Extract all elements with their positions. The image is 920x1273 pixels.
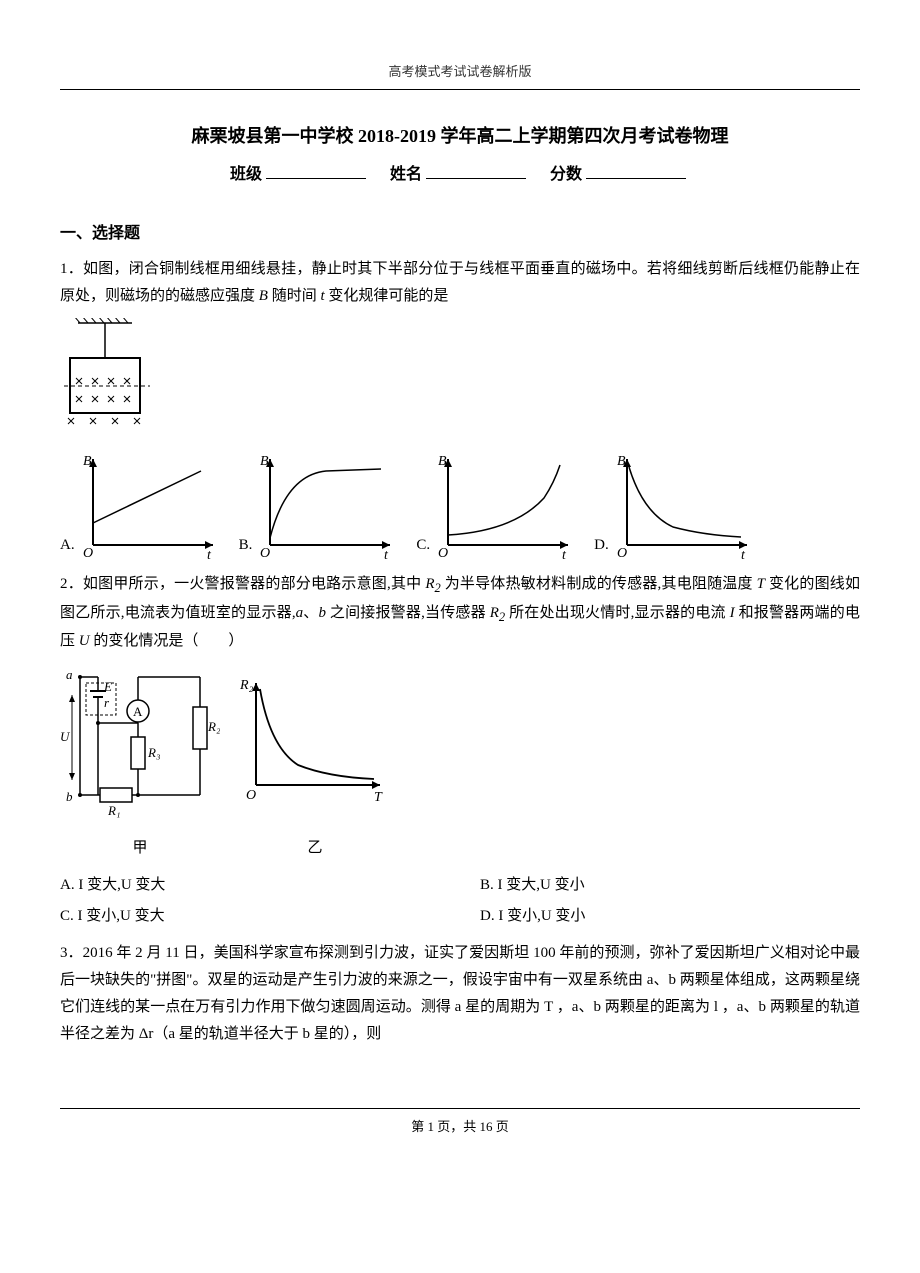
name-blank[interactable] <box>426 162 526 179</box>
q1-text-b: 随时间 <box>268 288 321 304</box>
symbol-R2b: R2 <box>490 605 505 621</box>
q2-text-d: 、 <box>303 605 318 621</box>
svg-text:r: r <box>104 695 110 710</box>
symbol-b: b <box>318 605 326 621</box>
q2-number: 2． <box>60 576 83 592</box>
q1-optD-label: D. <box>594 532 609 563</box>
q3-text: 2016 年 2 月 11 日，美国科学家宣布探测到引力波，证实了爱因斯坦 10… <box>60 945 860 1042</box>
q2-option-D[interactable]: D. I 变小,U 变小 <box>480 903 860 930</box>
svg-text:E: E <box>103 679 112 694</box>
svg-text:t: t <box>741 548 746 563</box>
name-label: 姓名 <box>390 166 422 183</box>
q2-option-C[interactable]: C. I 变小,U 变大 <box>60 903 440 930</box>
q1-optB-label: B. <box>239 532 253 563</box>
svg-text:O: O <box>438 546 448 561</box>
q2-text-b: 为半导体热敏材料制成的传感器,其电阻随温度 <box>441 576 757 592</box>
svg-text:R₁: R₁ <box>107 803 120 818</box>
svg-text:R₂: R₂ <box>240 678 254 693</box>
class-label: 班级 <box>230 166 262 183</box>
q2-circuit-jia: a b U E r A <box>60 665 220 862</box>
q1-graph-D: B t O <box>613 453 753 563</box>
svg-text:O: O <box>246 788 256 803</box>
score-label: 分数 <box>550 166 582 183</box>
svg-text:B: B <box>438 454 447 469</box>
q2-text-a: 如图甲所示，一火警报警器的部分电路示意图,其中 <box>83 576 425 592</box>
q1-option-A[interactable]: A. B t O <box>60 453 219 563</box>
score-blank[interactable] <box>586 162 686 179</box>
q2-text-h: 的变化情况是（ ） <box>90 633 244 649</box>
exam-title: 麻栗坡县第一中学校 2018-2019 学年高二上学期第四次月考试卷物理 <box>60 120 860 152</box>
q1-frame-diagram <box>60 318 860 443</box>
svg-text:t: t <box>562 548 567 563</box>
class-blank[interactable] <box>266 162 366 179</box>
q1-option-B[interactable]: B. B t O <box>239 453 397 563</box>
svg-text:T: T <box>374 790 383 805</box>
q3-number: 3． <box>60 945 83 961</box>
student-info-line: 班级 姓名 分数 <box>60 161 860 190</box>
q2-text-f: 所在处出现火情时,显示器的电流 <box>505 605 730 621</box>
svg-text:a: a <box>66 667 73 682</box>
svg-text:t: t <box>207 548 212 563</box>
section-1-heading: 一、选择题 <box>60 220 860 249</box>
running-header: 高考模式考试试卷解析版 <box>60 60 860 90</box>
q1-option-D[interactable]: D. B t O <box>594 453 753 563</box>
symbol-U: U <box>79 633 90 649</box>
page-footer: 第 1 页，共 16 页 <box>60 1108 860 1138</box>
q2-text-e: 之间接报警器,当传感器 <box>326 605 490 621</box>
svg-text:R₃: R₃ <box>147 745 160 760</box>
question-2: 2．如图甲所示，一火警报警器的部分电路示意图,其中 R2 为半导体热敏材料制成的… <box>60 571 860 655</box>
svg-text:t: t <box>384 548 389 563</box>
fig-jia-label: 甲 <box>60 835 220 862</box>
symbol-a: a <box>296 605 304 621</box>
svg-text:O: O <box>83 546 93 561</box>
q2-option-A[interactable]: A. I 变大,U 变大 <box>60 872 440 899</box>
symbol-T: T <box>757 576 765 592</box>
svg-text:R₂: R₂ <box>207 719 220 734</box>
q1-graph-B: B t O <box>256 453 396 563</box>
q1-options: A. B t O B. B t O C. <box>60 453 860 563</box>
svg-text:U: U <box>60 729 71 744</box>
svg-text:O: O <box>260 546 270 561</box>
q2-graph-yi: R₂ T O 乙 <box>240 665 390 862</box>
q1-optC-label: C. <box>416 532 430 563</box>
q1-option-C[interactable]: C. B t O <box>416 453 574 563</box>
fig-yi-label: 乙 <box>240 835 390 862</box>
q1-graph-A: B t O <box>79 453 219 563</box>
q1-number: 1． <box>60 261 83 277</box>
q1-graph-C: B t O <box>434 453 574 563</box>
q1-text-a: 如图，闭合铜制线框用细线悬挂，静止时其下半部分位于与线框平面垂直的磁场中。若将细… <box>60 261 860 304</box>
svg-text:A: A <box>133 704 143 719</box>
svg-text:B: B <box>83 454 92 469</box>
svg-text:b: b <box>66 789 73 804</box>
question-1: 1．如图，闭合铜制线框用细线悬挂，静止时其下半部分位于与线框平面垂直的磁场中。若… <box>60 256 860 310</box>
symbol-B: B <box>259 288 268 304</box>
q1-optA-label: A. <box>60 532 75 563</box>
symbol-R2: R2 <box>425 576 440 592</box>
svg-text:O: O <box>617 546 627 561</box>
q1-text-c: 变化规律可能的是 <box>325 288 449 304</box>
question-3: 3．2016 年 2 月 11 日，美国科学家宣布探测到引力波，证实了爱因斯坦 … <box>60 940 860 1048</box>
svg-text:B: B <box>617 454 626 469</box>
q2-figures: a b U E r A <box>60 665 860 862</box>
q2-options: A. I 变大,U 变大 B. I 变大,U 变小 C. I 变小,U 变大 D… <box>60 872 860 930</box>
q2-option-B[interactable]: B. I 变大,U 变小 <box>480 872 860 899</box>
svg-text:B: B <box>260 454 269 469</box>
